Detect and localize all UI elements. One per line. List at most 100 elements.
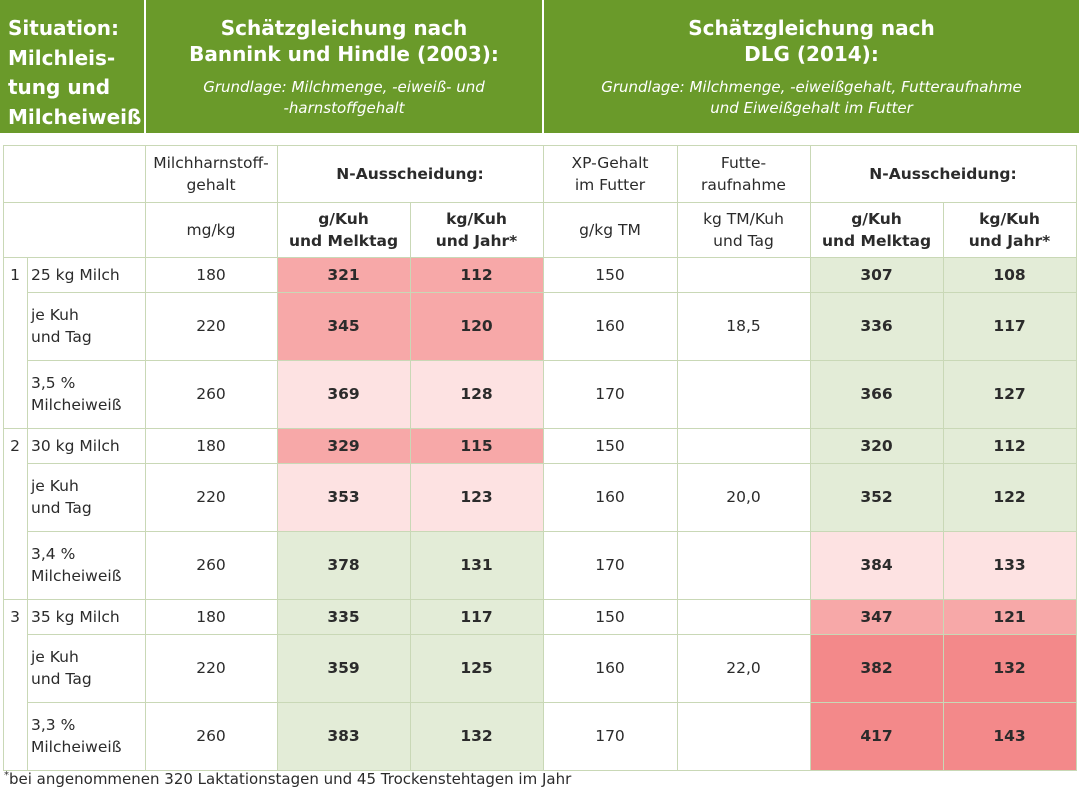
row-label: 3,3 % Milcheiweiß <box>27 702 145 770</box>
cell-value: 131 <box>460 556 493 574</box>
grid-line <box>27 257 28 770</box>
situation-header-cell: Situation: Milchleis- tung und Milcheiwe… <box>0 0 144 133</box>
cell-dlg-kg: 121 <box>943 599 1076 634</box>
cell-futter <box>677 531 810 599</box>
cell-value: 382 <box>860 659 893 677</box>
bannink-subtitle-line: -harnstoffgehalt <box>283 99 405 117</box>
grid-line <box>810 145 811 771</box>
cell-value: 22,0 <box>726 659 761 677</box>
cell-value: 112 <box>993 436 1026 455</box>
cell-value: 143 <box>993 727 1026 745</box>
row-label-line: je Kuh <box>31 306 79 324</box>
row-label-line: und Tag <box>31 499 92 517</box>
cell-value: 321 <box>327 265 360 284</box>
cell-value: 18,5 <box>726 317 761 335</box>
row-label: 35 kg Milch <box>27 599 145 634</box>
cell-harnstoff: 220 <box>145 463 277 531</box>
cell-bannink-kg: 120 <box>410 292 543 360</box>
footnote-mark: * <box>4 770 9 781</box>
situation-heading-line: Milcheiweiß <box>8 104 142 129</box>
cell-dlg-kg: 143 <box>943 702 1076 770</box>
dlg-title: Schätzgleichung nach DLG (2014): <box>544 15 1079 67</box>
unit-text: mg/kg <box>186 220 236 239</box>
cell-bannink-g: 321 <box>277 257 410 292</box>
row-number <box>3 634 27 702</box>
unit-line: kg TM/Kuh <box>703 209 784 228</box>
grid-line <box>277 145 278 771</box>
unit-line: g/Kuh <box>851 209 902 228</box>
cell-dlg-kg: 133 <box>943 531 1076 599</box>
cell-xp: 150 <box>543 428 677 463</box>
cell-futter <box>677 599 810 634</box>
cell-value: 132 <box>460 727 493 745</box>
cell-value: 170 <box>595 385 625 403</box>
row-number-text: 1 <box>10 265 20 284</box>
footnote: *bei angenommenen 320 Laktationstagen un… <box>4 770 571 788</box>
cell-value: 384 <box>860 556 893 574</box>
row-label-line: 30 kg Milch <box>31 436 120 455</box>
col-header-n-ausscheidung-dlg: N-Ausscheidung: <box>810 145 1076 202</box>
cell-value: 123 <box>460 488 493 506</box>
cell-value: 307 <box>860 265 893 284</box>
cell-value: 220 <box>196 659 226 677</box>
cell-harnstoff: 260 <box>145 702 277 770</box>
unit-g-kuh-bannink: g/Kuh und Melktag <box>277 202 410 257</box>
row-label-line: 25 kg Milch <box>31 265 120 284</box>
cell-dlg-kg: 127 <box>943 360 1076 428</box>
col-header-line: gehalt <box>186 175 236 194</box>
cell-dlg-kg: 132 <box>943 634 1076 702</box>
situation-heading-line: tung und <box>8 75 111 99</box>
grid-line <box>27 634 1076 635</box>
cell-dlg-g: 417 <box>810 702 943 770</box>
grid-line <box>3 145 4 771</box>
cell-bannink-kg: 117 <box>410 599 543 634</box>
cell-harnstoff: 260 <box>145 360 277 428</box>
cell-value: 345 <box>327 317 360 335</box>
bannink-title-line: Schätzgleichung nach <box>220 16 468 40</box>
cell-bannink-g: 335 <box>277 599 410 634</box>
cell-value: 160 <box>595 659 625 677</box>
row-number <box>3 531 27 599</box>
dlg-title-line: DLG (2014): <box>744 42 879 66</box>
grid-line <box>3 257 1076 258</box>
cell-value: 160 <box>595 317 625 335</box>
cell-value: 353 <box>327 488 360 506</box>
cell-futter: 22,0 <box>677 634 810 702</box>
cell-value: 180 <box>196 436 226 455</box>
bannink-subtitle: Grundlage: Milchmenge, -eiweiß- und -har… <box>146 77 542 119</box>
cell-value: 320 <box>860 436 893 455</box>
cell-value: 378 <box>327 556 360 574</box>
cell-bannink-g: 378 <box>277 531 410 599</box>
col-header-text: N-Ausscheidung: <box>336 164 484 183</box>
cell-value: 120 <box>460 317 493 335</box>
bannink-subtitle-line: Grundlage: Milchmenge, -eiweiß- und <box>203 78 485 96</box>
cell-bannink-kg: 123 <box>410 463 543 531</box>
grid-line <box>3 202 1076 203</box>
cell-value: 369 <box>327 385 360 403</box>
cell-xp: 170 <box>543 360 677 428</box>
grid-line <box>27 463 1076 464</box>
cell-dlg-g: 366 <box>810 360 943 428</box>
col-header-n-ausscheidung-bannink: N-Ausscheidung: <box>277 145 543 202</box>
cell-value: 117 <box>993 317 1026 335</box>
cell-bannink-g: 329 <box>277 428 410 463</box>
row-label-line: 35 kg Milch <box>31 607 120 626</box>
row-label-line: je Kuh <box>31 648 79 666</box>
grid-line <box>27 360 1076 361</box>
cell-harnstoff: 220 <box>145 292 277 360</box>
cell-dlg-kg: 108 <box>943 257 1076 292</box>
cell-dlg-g: 347 <box>810 599 943 634</box>
row-number <box>3 463 27 531</box>
cell-value: 112 <box>460 265 493 284</box>
row-label: je Kuh und Tag <box>27 634 145 702</box>
cell-bannink-g: 369 <box>277 360 410 428</box>
cell-value: 170 <box>595 556 625 574</box>
row-number: 2 <box>3 428 27 463</box>
grid-line <box>27 292 1076 293</box>
col-header-line: Milchharnstoff- <box>153 153 269 172</box>
cell-xp: 160 <box>543 463 677 531</box>
row-label-line: Milcheiweiß <box>31 396 122 414</box>
footnote-text: bei angenommenen 320 Laktationstagen und… <box>9 770 572 788</box>
grid-line <box>543 145 544 771</box>
grid-line <box>3 770 1076 771</box>
